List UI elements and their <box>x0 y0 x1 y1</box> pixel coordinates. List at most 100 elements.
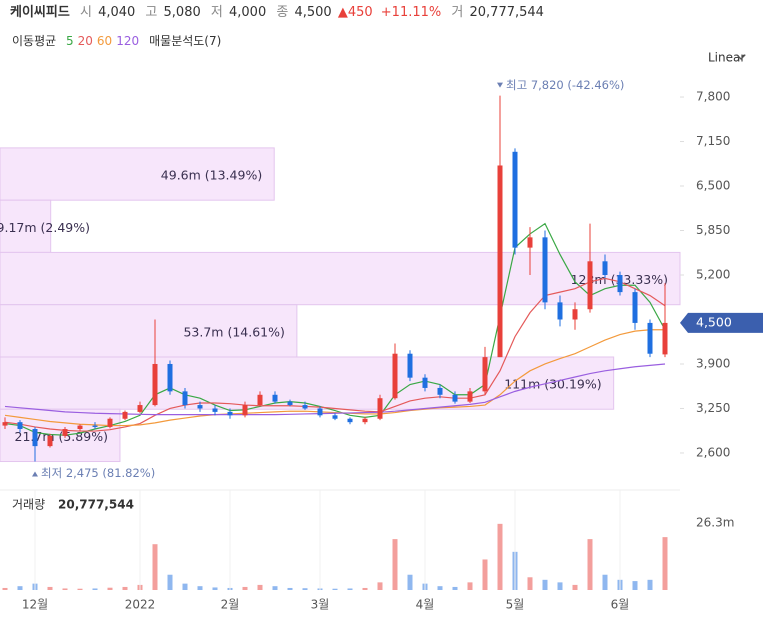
profile-label: 49.6m (13.49%) <box>161 168 262 183</box>
candle-body <box>347 418 353 423</box>
volume-bar <box>527 577 533 590</box>
x-tick-label: 2022 <box>125 598 156 612</box>
volume-bar <box>572 584 578 590</box>
candle-body <box>632 292 638 323</box>
ma-line <box>4 329 665 427</box>
volume-bar <box>407 574 413 590</box>
marker <box>32 471 38 477</box>
candle-body <box>512 151 518 248</box>
candle-body <box>362 418 368 423</box>
volume-bar <box>332 588 338 590</box>
ma-line <box>4 277 666 432</box>
profile-band <box>0 147 275 201</box>
legend-entry: 20 <box>78 34 93 48</box>
candle-body <box>197 405 203 409</box>
legend-profile: 매물분석도(7) <box>149 34 221 48</box>
y-tick-label: 7,150 <box>696 134 730 148</box>
y-tick-label: 3,250 <box>696 401 730 415</box>
volume-bar <box>62 588 68 590</box>
volume-bar <box>557 582 563 590</box>
candle-body <box>542 237 548 303</box>
candle-body <box>332 415 338 419</box>
ma-line <box>4 222 666 436</box>
volume-bar <box>452 586 458 590</box>
scale-toggle[interactable]: Linear <box>708 51 745 65</box>
candle-body <box>2 422 8 426</box>
change: ▲450 <box>338 5 373 20</box>
volume-bar <box>182 583 188 590</box>
candle-body <box>647 322 653 354</box>
volume-bar <box>197 586 203 590</box>
volume-bar <box>362 587 368 590</box>
value: 20,777,544 <box>470 5 544 20</box>
candle-body <box>302 405 308 409</box>
candle-body <box>602 261 608 275</box>
price-tag-label: 4,500 <box>696 314 732 329</box>
axis: 2,600 3,250 3,900 5,200 5,850 6,500 7,150 7,800… <box>12 78 763 612</box>
candle-body <box>377 398 383 419</box>
candle-body <box>77 425 83 430</box>
candle-body <box>437 387 443 395</box>
y-tick-label: 7,800 <box>696 90 730 104</box>
x-tick-label: 2월 <box>221 598 240 612</box>
x-tick-label: 12월 <box>22 598 48 612</box>
label: 거 <box>451 5 463 20</box>
candle-body <box>527 237 533 248</box>
profile-band <box>0 251 681 306</box>
volume-bar <box>122 586 128 590</box>
legend: 이동평균 5 20 60 120 매물분석도(7) <box>12 34 221 48</box>
candle-body <box>182 391 188 406</box>
legend-entry: 5 <box>66 34 74 48</box>
volume-bar <box>647 579 653 590</box>
volume-profile: 49.6m (13.49%)9.17m (2.49%)123m (33.33%)… <box>0 147 681 463</box>
profile-band <box>0 199 52 253</box>
candle-body <box>62 429 68 436</box>
candle-body <box>122 411 128 419</box>
candle-body <box>572 309 578 320</box>
value: 4,040 <box>98 5 135 20</box>
candle-body <box>467 391 473 402</box>
change-pct: +11.11% <box>381 5 441 20</box>
volume-bar <box>152 544 158 590</box>
volume-bar <box>497 523 503 590</box>
annotation: 최저 2,475 (81.82%) <box>41 466 155 480</box>
candle-body <box>617 275 623 293</box>
candle-body <box>212 408 218 412</box>
volume-bar <box>77 588 83 590</box>
header: 케이씨피드 시 4,040 고 5,080 저 4,000 종 4,500 ▲4… <box>10 4 544 20</box>
volume-bar <box>272 586 278 590</box>
profile-band <box>0 304 298 358</box>
y-tick-label: 5,850 <box>696 223 730 237</box>
x-tick-label: 3월 <box>311 598 330 612</box>
candle-body <box>152 363 158 406</box>
legend-entry: 60 <box>97 34 112 48</box>
volume-bar <box>302 588 308 590</box>
candle-body <box>167 363 173 392</box>
label: 시 <box>80 5 92 20</box>
volume-bar <box>257 584 263 590</box>
value: 5,080 <box>164 5 201 20</box>
volume-bar <box>542 579 548 590</box>
volume-bar <box>392 539 398 590</box>
volume-bar <box>242 586 248 590</box>
volume-bar <box>17 586 23 590</box>
candle-body <box>272 394 278 402</box>
volume-bar <box>662 537 668 590</box>
candle-body <box>107 418 113 427</box>
volume-bar <box>47 586 53 590</box>
chevron[interactable] <box>736 54 746 60</box>
volume-bar <box>347 588 353 590</box>
volume-bar <box>92 588 98 590</box>
value: 4,000 <box>229 5 266 20</box>
candle-body <box>482 357 488 392</box>
stock-name: 케이씨피드 <box>10 4 70 20</box>
candle-body <box>17 422 23 430</box>
x-tick-label: 4월 <box>416 598 435 612</box>
candle-body <box>257 394 263 406</box>
candle-body <box>587 261 593 310</box>
y-tick-label: 3,900 <box>696 356 730 370</box>
y-tick-label: 2,600 <box>696 445 730 459</box>
volume-bar <box>167 574 173 590</box>
volume-total: 20,777,544 <box>58 498 134 512</box>
candles <box>2 95 668 462</box>
